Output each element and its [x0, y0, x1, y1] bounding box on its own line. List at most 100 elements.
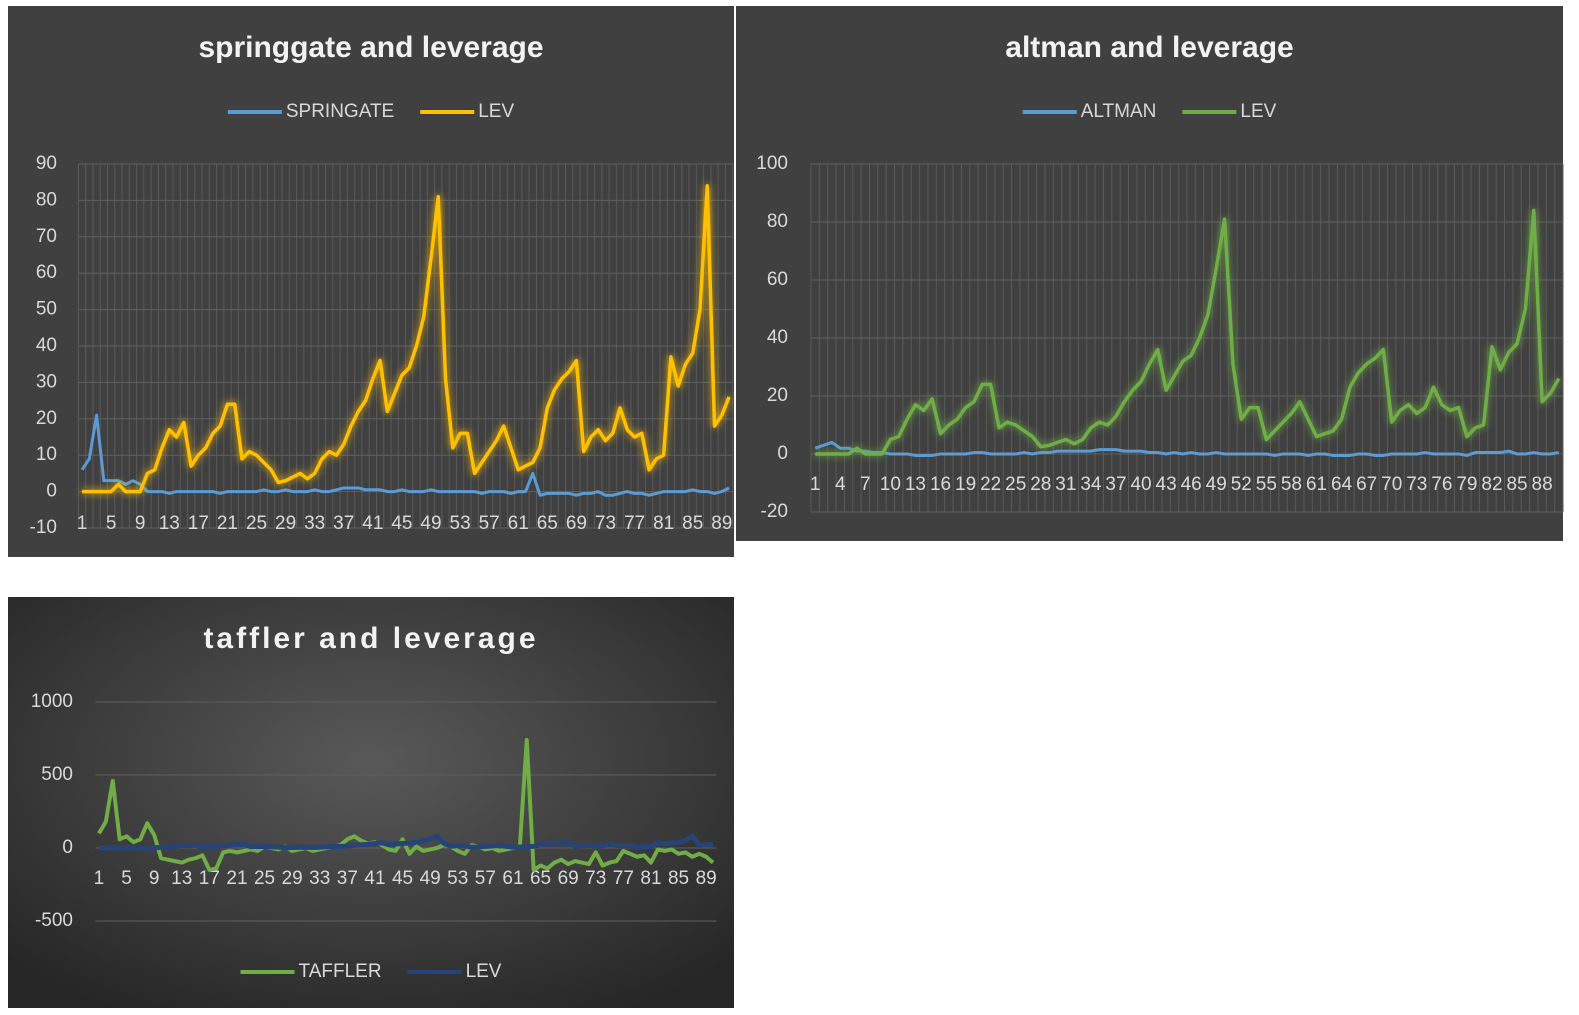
y-tick-label: 70: [36, 226, 57, 247]
x-tick-label: 13: [905, 474, 926, 495]
x-tick-label: 65: [537, 513, 558, 534]
x-tick-label: 45: [391, 513, 412, 534]
x-tick-label: 85: [682, 513, 703, 534]
x-tick-label: 43: [1156, 474, 1177, 495]
x-tick-label: 10: [880, 474, 901, 495]
x-tick-label: 40: [1130, 474, 1151, 495]
chart: springgate and leverage -10 0 10 20 30 40 50 60 7…: [8, 6, 734, 557]
chart-background: [8, 6, 734, 557]
x-tick-label: 89: [711, 513, 732, 534]
legend-label: SPRINGATE: [286, 101, 394, 122]
x-tick-label: 73: [585, 868, 606, 889]
x-tick-label: 46: [1181, 474, 1202, 495]
chart-title: taffler and leverage: [203, 622, 538, 655]
x-tick-label: 45: [392, 868, 413, 889]
x-tick-label: 13: [159, 513, 180, 534]
x-tick-label: 41: [364, 868, 385, 889]
y-tick-label: -500: [35, 910, 73, 931]
x-tick-label: 53: [447, 868, 468, 889]
x-tick-label: 89: [696, 868, 717, 889]
x-tick-label: 37: [333, 513, 354, 534]
y-tick-label: 10: [36, 444, 57, 465]
x-tick-label: 31: [1055, 474, 1076, 495]
x-tick-label: 28: [1030, 474, 1051, 495]
y-tick-label: 40: [767, 327, 788, 348]
x-tick-label: 52: [1231, 474, 1252, 495]
y-tick-label: 20: [36, 408, 57, 429]
x-tick-label: 16: [930, 474, 951, 495]
legend-label: LEV: [478, 101, 514, 122]
y-tick-label: 80: [36, 189, 57, 210]
y-tick-label: 30: [36, 371, 57, 392]
x-tick-label: 70: [1381, 474, 1402, 495]
x-tick-label: 25: [246, 513, 267, 534]
x-tick-label: 81: [640, 868, 661, 889]
chart-background: [736, 6, 1563, 541]
chart-title: altman and leverage: [1005, 31, 1293, 64]
x-tick-label: 1: [77, 513, 88, 534]
x-tick-label: 21: [217, 513, 238, 534]
x-tick-label: 7: [860, 474, 871, 495]
x-tick-label: 77: [613, 868, 634, 889]
x-tick-label: 21: [226, 868, 247, 889]
x-tick-label: 33: [304, 513, 325, 534]
x-tick-label: 5: [121, 868, 132, 889]
x-tick-label: 88: [1532, 474, 1553, 495]
x-tick-label: 9: [135, 513, 146, 534]
x-tick-label: 17: [188, 513, 209, 534]
x-tick-label: 73: [1406, 474, 1427, 495]
x-tick-label: 82: [1481, 474, 1502, 495]
y-tick-label: 500: [41, 764, 73, 785]
x-tick-label: 4: [835, 474, 846, 495]
legend-label: TAFFLER: [299, 961, 382, 982]
x-tick-label: 58: [1281, 474, 1302, 495]
x-tick-label: 34: [1080, 474, 1102, 495]
y-tick-label: 20: [767, 385, 788, 406]
x-tick-label: 41: [362, 513, 383, 534]
x-tick-label: 49: [420, 513, 441, 534]
x-tick-label: 49: [420, 868, 441, 889]
x-tick-label: 49: [1206, 474, 1227, 495]
y-tick-label: -10: [30, 517, 57, 538]
x-tick-label: 61: [508, 513, 529, 534]
x-tick-label: 29: [282, 868, 303, 889]
y-tick-label: 0: [62, 837, 73, 858]
legend-label: LEV: [466, 961, 502, 982]
x-tick-label: 77: [624, 513, 645, 534]
x-tick-label: 9: [149, 868, 160, 889]
x-tick-label: 85: [668, 868, 689, 889]
y-tick-label: 60: [36, 262, 57, 283]
x-tick-label: 1: [94, 868, 105, 889]
x-tick-label: 5: [106, 513, 117, 534]
y-tick-label: 100: [756, 153, 788, 174]
x-tick-label: 69: [566, 513, 587, 534]
x-tick-label: 13: [171, 868, 192, 889]
x-tick-label: 85: [1506, 474, 1527, 495]
y-tick-label: 40: [36, 335, 57, 356]
x-tick-label: 19: [955, 474, 976, 495]
y-tick-label: 60: [767, 269, 788, 290]
x-tick-label: 25: [1005, 474, 1026, 495]
x-tick-label: 67: [1356, 474, 1377, 495]
x-tick-label: 73: [595, 513, 616, 534]
x-tick-label: 81: [653, 513, 674, 534]
legend-label: ALTMAN: [1081, 101, 1157, 122]
y-tick-label: 80: [767, 211, 788, 232]
dashboard: springgate and leverage-1001020304050607…: [0, 0, 1579, 1015]
x-tick-label: 57: [479, 513, 500, 534]
x-tick-label: 25: [254, 868, 275, 889]
y-tick-label: 90: [36, 153, 57, 174]
y-tick-label: 0: [777, 443, 788, 464]
y-tick-label: -20: [761, 501, 788, 522]
x-tick-label: 1: [810, 474, 821, 495]
y-tick-label: 1000: [31, 691, 73, 712]
x-tick-label: 55: [1256, 474, 1277, 495]
x-tick-label: 61: [502, 868, 523, 889]
y-tick-label: 0: [46, 481, 57, 502]
y-tick-label: 50: [36, 299, 57, 320]
x-tick-label: 79: [1456, 474, 1477, 495]
chart-title: springgate and leverage: [198, 31, 543, 64]
x-tick-label: 37: [337, 868, 358, 889]
